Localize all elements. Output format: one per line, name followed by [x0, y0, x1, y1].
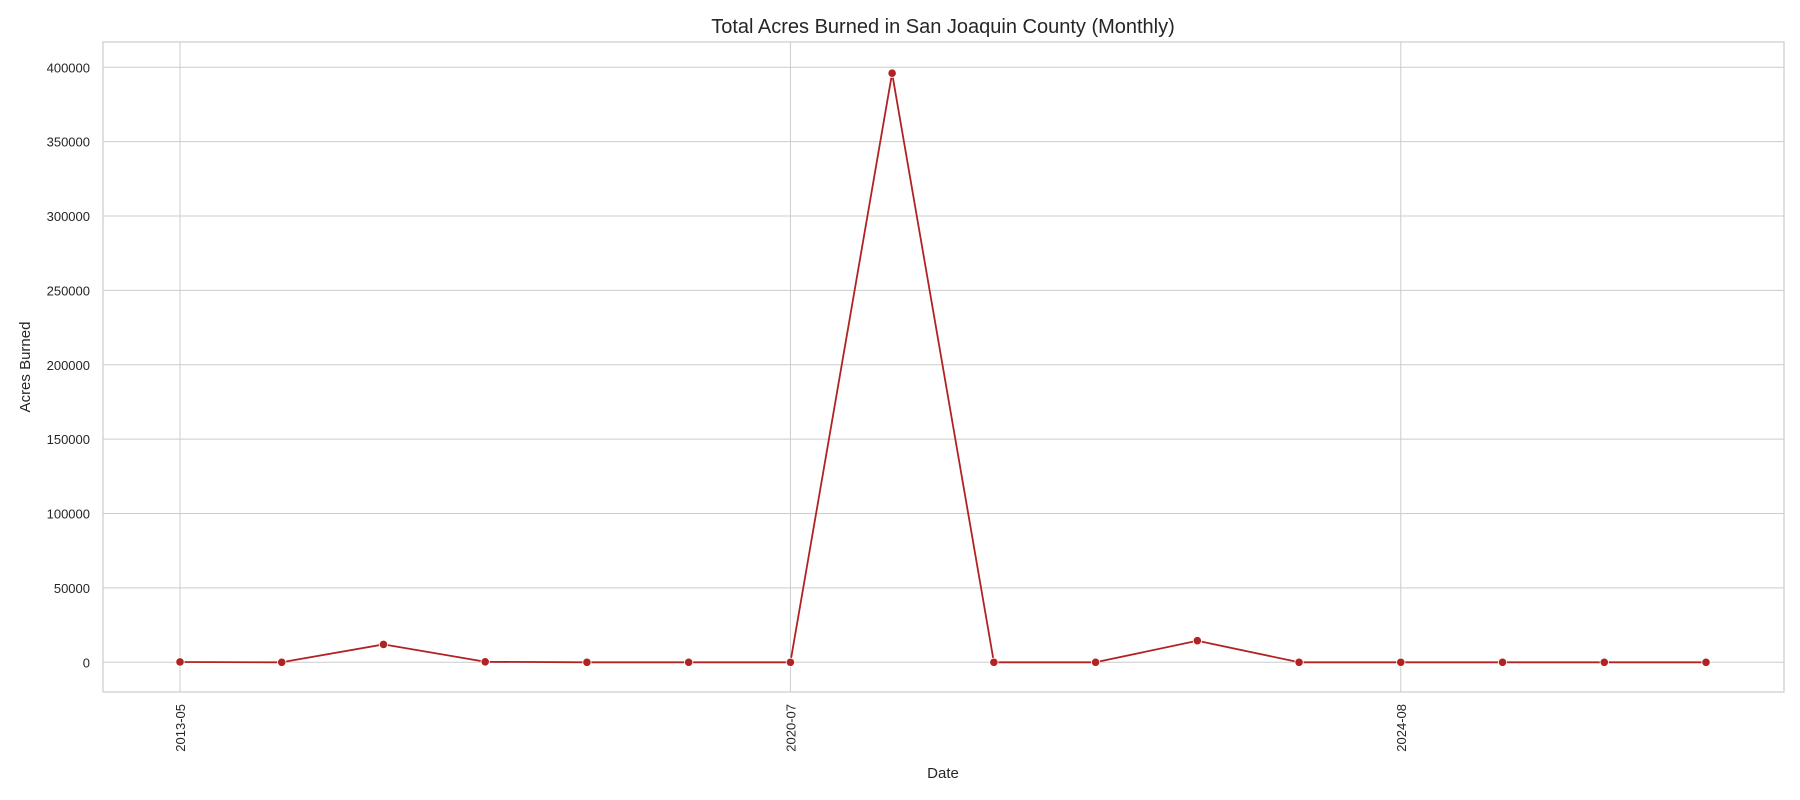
data-point	[1599, 657, 1609, 667]
y-tick-label: 0	[83, 655, 90, 670]
y-tick-label: 300000	[47, 209, 90, 224]
y-axis-label: Acres Burned	[17, 322, 34, 413]
x-tick-label: 2020-07	[783, 704, 798, 752]
y-tick-label: 350000	[47, 135, 90, 150]
data-point	[684, 657, 694, 667]
data-point	[277, 657, 287, 667]
series-line	[179, 72, 1706, 664]
data-point	[378, 639, 389, 650]
data-point	[1091, 657, 1101, 667]
chart-title: Total Acres Burned in San Joaquin County…	[711, 16, 1175, 38]
data-point	[1497, 657, 1508, 667]
data-point	[480, 657, 490, 667]
y-tick-label: 100000	[47, 507, 90, 522]
data-point	[1192, 636, 1202, 646]
data-point	[1701, 657, 1711, 667]
data-point	[989, 657, 999, 667]
x-tick-label: 2024-08	[1394, 704, 1409, 752]
data-point	[785, 657, 796, 667]
plot-area-frame	[102, 41, 1785, 693]
data-point	[582, 657, 592, 667]
y-tick-label: 150000	[47, 432, 90, 447]
y-tick-label: 250000	[47, 283, 90, 298]
data-point	[1294, 657, 1304, 667]
y-tick-label: 50000	[54, 581, 90, 596]
grid-lines	[103, 42, 1784, 692]
data-point	[175, 657, 185, 667]
series-layer	[175, 68, 1711, 667]
y-tick-label: 200000	[47, 358, 90, 373]
data-point	[887, 68, 897, 78]
tick-labels: 0 50000 100000 150000 200000 250000 300000 3500…	[47, 60, 1409, 751]
x-axis-label: Date	[927, 765, 959, 782]
y-tick-label: 400000	[47, 60, 90, 75]
x-tick-label: 2013-05	[173, 704, 188, 752]
data-point	[1396, 657, 1406, 667]
